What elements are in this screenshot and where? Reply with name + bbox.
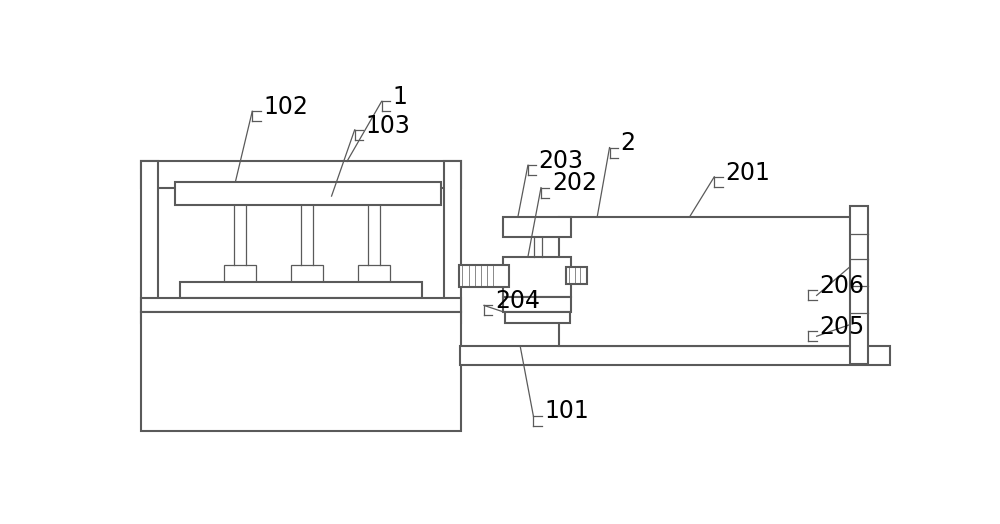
Text: 201: 201 bbox=[725, 160, 770, 184]
Text: 203: 203 bbox=[539, 149, 584, 173]
Bar bbox=[505, 312, 570, 323]
Bar bbox=[175, 182, 441, 205]
Text: 1: 1 bbox=[392, 85, 407, 109]
Text: 2: 2 bbox=[620, 132, 635, 155]
Text: 205: 205 bbox=[819, 315, 864, 339]
Bar bbox=[358, 265, 390, 282]
Bar bbox=[224, 265, 256, 282]
Text: 204: 204 bbox=[495, 289, 540, 313]
Text: 206: 206 bbox=[819, 274, 864, 298]
Bar bbox=[141, 312, 461, 431]
Bar bbox=[141, 161, 158, 323]
Bar bbox=[291, 265, 323, 282]
Bar bbox=[850, 206, 868, 364]
Bar bbox=[503, 297, 571, 312]
Bar bbox=[566, 267, 587, 284]
Text: 103: 103 bbox=[365, 114, 410, 138]
Text: 202: 202 bbox=[552, 171, 597, 195]
Bar bbox=[141, 161, 461, 189]
Bar bbox=[444, 161, 461, 323]
Text: 101: 101 bbox=[544, 399, 589, 423]
Bar bbox=[559, 217, 859, 346]
Text: 102: 102 bbox=[263, 95, 308, 119]
Bar bbox=[503, 217, 571, 237]
Bar bbox=[141, 298, 461, 312]
Bar bbox=[503, 257, 571, 297]
Bar bbox=[459, 265, 509, 287]
Bar bbox=[460, 346, 890, 365]
Bar bbox=[180, 282, 422, 298]
